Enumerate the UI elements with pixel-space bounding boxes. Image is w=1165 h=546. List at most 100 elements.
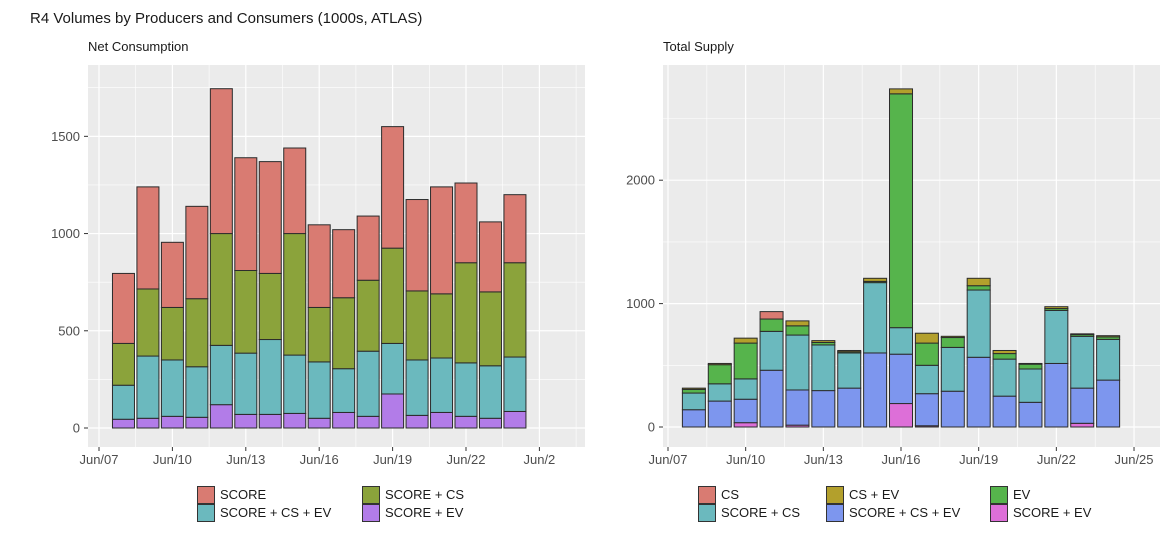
y-tick-label: 1500 [51, 129, 80, 144]
legend-key-cs-ev [826, 486, 844, 504]
bar-segment-score [185, 205, 209, 300]
legend-item-score-cs: SCORE + CS [362, 486, 464, 504]
bar-segment-ev [759, 318, 784, 332]
bar-segment-score-cs [283, 233, 307, 356]
legend-item-score-cs: SCORE + CS [698, 504, 800, 522]
bar-segment-score-cs-ev [185, 366, 209, 418]
bar-segment-ev [1018, 363, 1043, 370]
legend-key-score-cs-ev [197, 504, 215, 522]
legend-key-score-ev [362, 504, 380, 522]
bar-segment-cs-ev [707, 362, 732, 366]
bar-segment-ev [992, 353, 1017, 360]
bar-segment-cs-ev [1070, 333, 1095, 336]
bar-segment-cs-ev [1044, 306, 1069, 310]
bar-segment-score [356, 215, 380, 281]
bar-segment-score-cs-ev [811, 390, 836, 428]
bar-segment-score-ev [136, 417, 160, 429]
bar-segment-score-cs [454, 262, 478, 364]
bar-segment-cs-ev [681, 387, 706, 390]
bar-segment-cs-ev [914, 332, 939, 344]
bar-segment-score-cs [430, 293, 454, 359]
legend-label: SCORE + CS [721, 505, 801, 520]
bar-segment-score-cs-ev [1096, 379, 1121, 428]
bar-segment-score-cs-ev [681, 409, 706, 428]
x-tick-label: Jun/19 [959, 452, 998, 467]
bar-segment-score-cs-ev [889, 353, 914, 405]
bar-segment-score-cs-ev [940, 390, 965, 428]
legend-label: SCORE + CS + EV [849, 505, 961, 520]
legend-key-score-cs-ev [826, 504, 844, 522]
bar-segment-score-cs [785, 334, 810, 391]
x-tick-label: Jun/07 [79, 452, 118, 467]
bar-segment-score-cs [837, 352, 862, 389]
legend-key-cs [698, 486, 716, 504]
bar-segment-score-ev [454, 415, 478, 429]
bar-segment-score-cs-ev [759, 369, 784, 428]
x-tick-label: Jun/22 [1037, 452, 1076, 467]
bar-segment-cs-ev [966, 277, 991, 287]
bar-segment-score [454, 182, 478, 264]
bar-segment-score-cs-ev [356, 350, 380, 417]
figure-title: R4 Volumes by Producers and Consumers (1… [30, 10, 423, 27]
legend-key-score-cs [698, 504, 716, 522]
bar-segment-score-cs [160, 306, 184, 361]
legend-label: SCORE + EV [385, 505, 464, 520]
legend-item-score-ev: SCORE + EV [362, 504, 463, 522]
bar-segment-score-ev [332, 411, 356, 429]
bar-segment-score-cs [332, 297, 356, 370]
bar-segment-score [307, 224, 331, 308]
legend-label: CS [721, 487, 740, 502]
bar-segment-score [478, 221, 502, 293]
bar-segment-score-cs-ev [160, 359, 184, 417]
bar-segment-score-cs-ev [1018, 401, 1043, 428]
legend-key-score [197, 486, 215, 504]
bar-segment-score-cs-ev [1070, 387, 1095, 424]
bar-segment-score-cs-ev [209, 344, 233, 406]
bar-segment-score [332, 229, 356, 299]
bar-segment-score-ev [405, 414, 429, 429]
x-tick-label: Jun/19 [373, 452, 412, 467]
bar-segment-cs-ev [811, 340, 836, 343]
bar-segment-score-cs [209, 233, 233, 346]
legend-key-score-ev [990, 504, 1008, 522]
legend-key-score-cs [362, 486, 380, 504]
bar-segment-score-cs-ev [405, 359, 429, 416]
bar-segment-score-cs [258, 272, 282, 341]
bar-segment-ev [707, 364, 732, 385]
bar-segment-score-cs-ev [430, 357, 454, 413]
bar-segment-score [234, 157, 258, 272]
bar-segment-score-ev [503, 410, 527, 429]
bar-segment-score-cs [1096, 338, 1121, 381]
bar-segment-score-cs-ev [478, 365, 502, 419]
bar-segment-score-cs-ev [136, 355, 160, 419]
bar-segment-ev [733, 342, 758, 380]
bar-segment-score-cs [136, 288, 160, 357]
bar-segment-score-cs [681, 392, 706, 411]
bar-segment-score [430, 186, 454, 295]
bar-segment-score-cs [914, 364, 939, 395]
x-tick-label: Jun/22 [446, 452, 485, 467]
bar-segment-score-cs [1018, 368, 1043, 403]
bar-segment-score-ev [1070, 422, 1095, 428]
bar-segment-score-cs [111, 342, 135, 386]
bar-segment-score-cs-ev [332, 368, 356, 413]
bar-segment-score-cs [1044, 309, 1069, 364]
bar-segment-score-cs-ev [707, 400, 732, 428]
bar-segment-score-ev [889, 403, 914, 428]
bar-segment-score-cs-ev [837, 387, 862, 428]
y-tick-label: 0 [648, 420, 655, 435]
legend-item-cs-ev: CS + EV [826, 486, 899, 504]
net-consumption-chart: Jun/07 Jun/10 Jun/13 Jun/16 Jun/19 Jun/22 Jun/… [51, 65, 585, 467]
bar-segment-score-cs-ev [966, 356, 991, 428]
left-panel-title: Net Consumption [88, 39, 189, 54]
bar-segment-score [405, 199, 429, 292]
bar-segment-cs-ev [889, 88, 914, 95]
legend-label: SCORE + CS + EV [220, 505, 332, 520]
bar-segment-ev [940, 337, 965, 348]
bar-segment-score-ev [160, 415, 184, 429]
x-tick-label: Jun/25 [1114, 452, 1153, 467]
bar-segment-score-cs [966, 289, 991, 358]
bar-segment-score-cs [1070, 335, 1095, 389]
bar-segment-ev [914, 342, 939, 366]
